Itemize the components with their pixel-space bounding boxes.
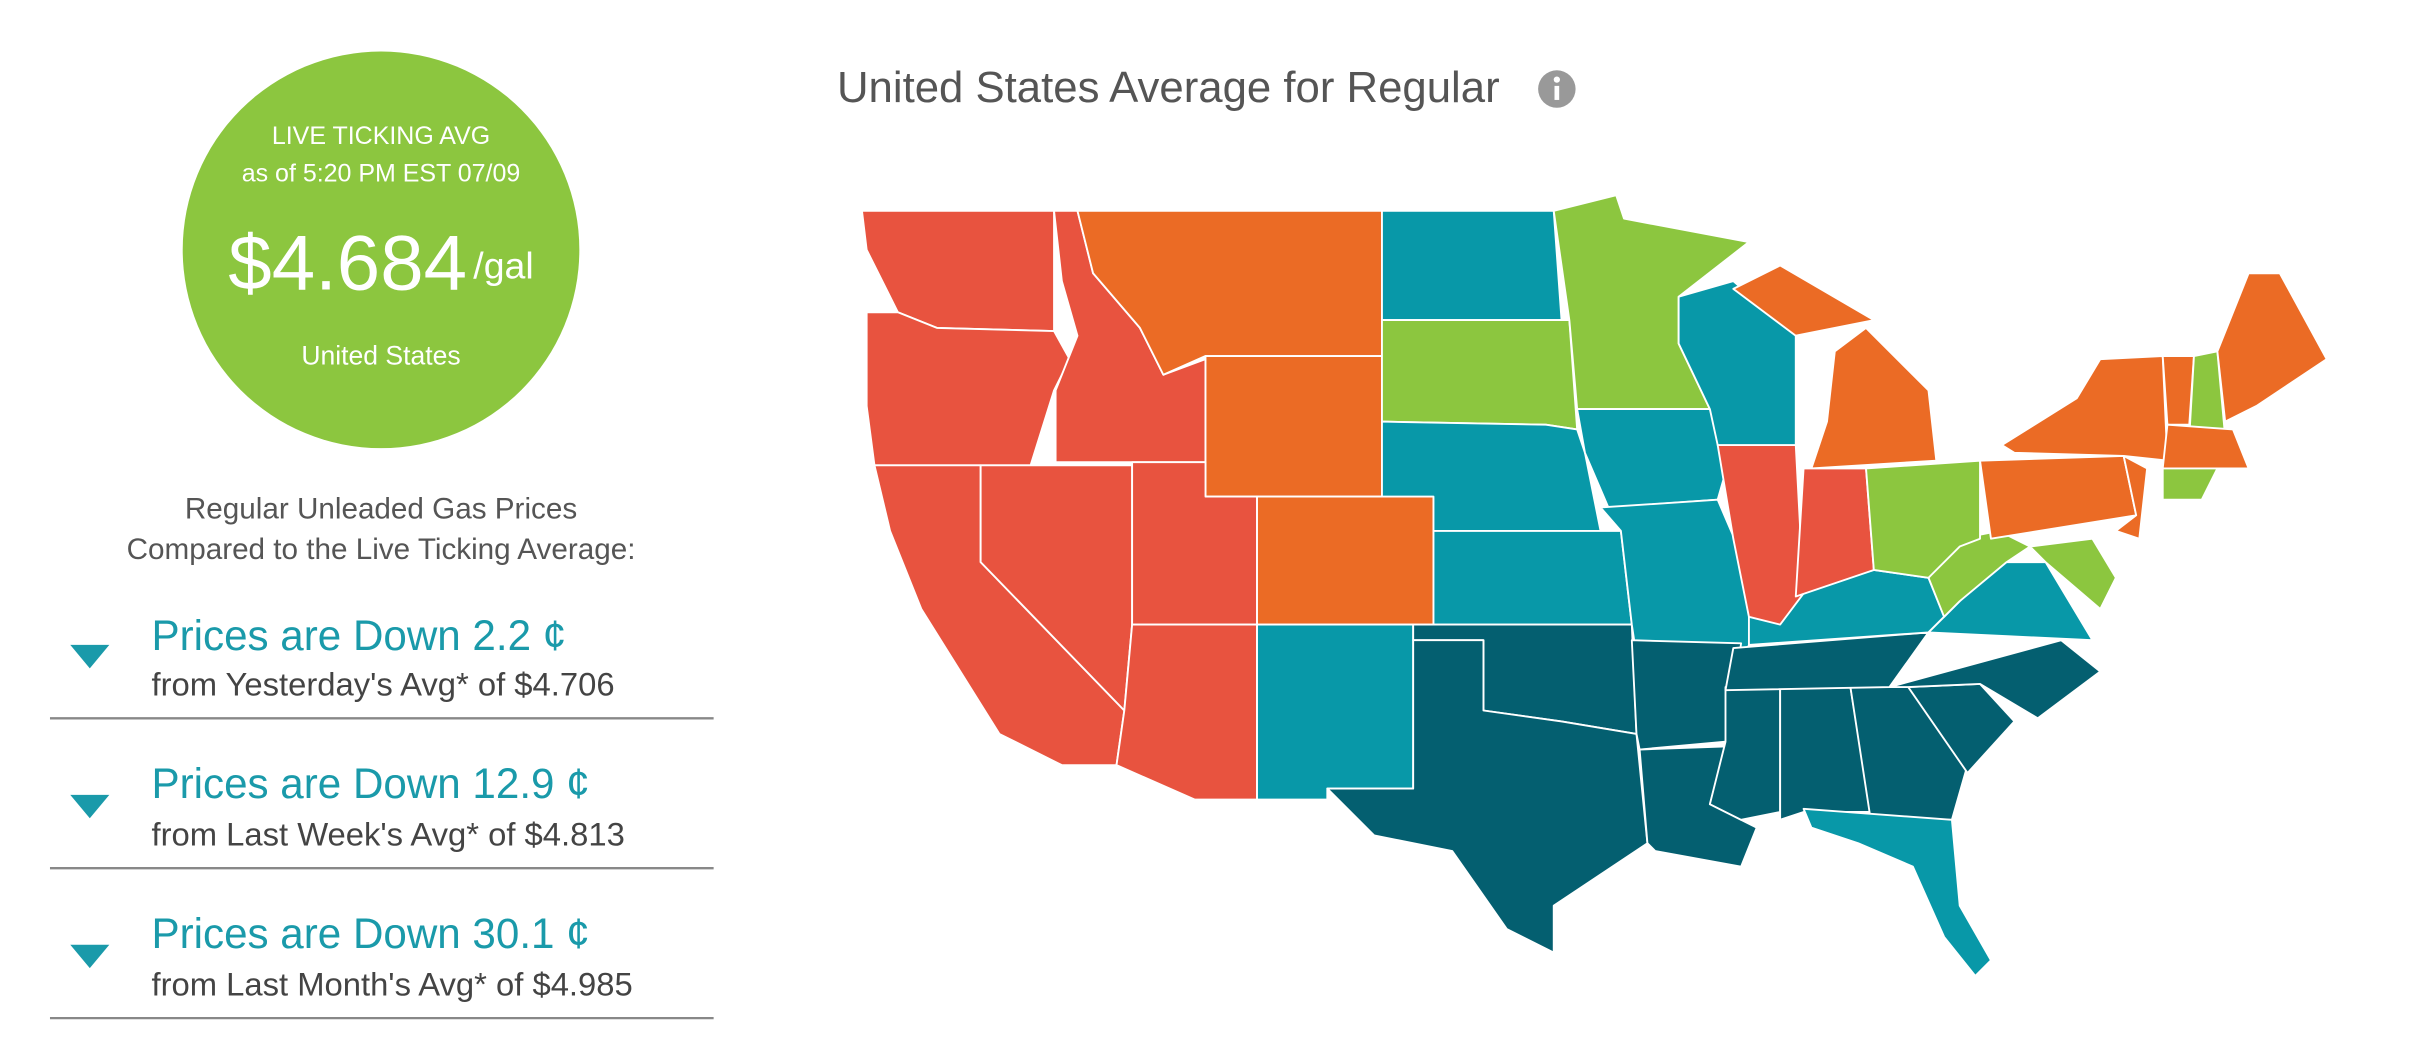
down-arrow: [70, 644, 110, 669]
state[interactable]: [1326, 639, 1649, 954]
state[interactable]: [1802, 807, 1992, 977]
state[interactable]: [1630, 639, 1743, 751]
state[interactable]: [1256, 623, 1415, 801]
map-title: United States Average for Regular: [837, 63, 1500, 112]
state[interactable]: [1576, 408, 1735, 509]
state[interactable]: [1381, 319, 1579, 431]
state[interactable]: [1115, 623, 1258, 801]
price-line: $4.684/gal: [228, 218, 533, 306]
state[interactable]: [2000, 355, 2169, 462]
down-arrow: [70, 944, 110, 969]
info-icon[interactable]: [1538, 70, 1576, 108]
unit: /gal: [473, 244, 533, 286]
state[interactable]: [2114, 455, 2149, 540]
state[interactable]: [1381, 209, 1563, 322]
price: $4.684: [228, 218, 467, 306]
headline: Prices are Down 2.2 ¢: [151, 612, 566, 659]
headline: Prices are Down 30.1 ¢: [151, 910, 589, 957]
region: United States: [301, 341, 460, 371]
state[interactable]: [1432, 529, 1633, 626]
state[interactable]: [1732, 264, 1875, 337]
headline: Prices are Down 12.9 ¢: [151, 760, 589, 807]
detail: from Last Month's Avg* of $4.985: [151, 966, 632, 1003]
state[interactable]: [1256, 495, 1435, 626]
state[interactable]: [1204, 355, 1383, 498]
state[interactable]: [2161, 355, 2195, 426]
comparison-item: Prices are Down 30.1 ¢ from Last Month's…: [49, 910, 714, 1020]
state[interactable]: [1979, 455, 2138, 540]
state[interactable]: [2161, 423, 2250, 470]
state[interactable]: [1927, 561, 2094, 642]
price-circle: [182, 51, 580, 449]
down-arrow: [70, 794, 110, 819]
detail: from Last Week's Avg* of $4.813: [151, 816, 624, 853]
circle-heading: LIVE TICKING AVG: [272, 122, 490, 150]
state[interactable]: [1810, 326, 1938, 470]
state[interactable]: [2216, 272, 2328, 423]
state[interactable]: [1888, 639, 2102, 720]
us-map: [861, 194, 2328, 977]
state[interactable]: [2029, 537, 2117, 610]
comparison-heading: Compared to the Live Ticking Average:: [127, 533, 636, 566]
timestamp: as of 5:20 PM EST 07/09: [242, 159, 521, 187]
comparison-item: Prices are Down 2.2 ¢ from Yesterday's A…: [49, 612, 714, 720]
detail: from Yesterday's Avg* of $4.706: [151, 666, 614, 703]
state[interactable]: [865, 311, 1071, 467]
state[interactable]: [2161, 467, 2219, 501]
comparison-item: Prices are Down 12.9 ¢ from Last Week's …: [49, 760, 714, 870]
comparison-heading: Regular Unleaded Gas Prices: [185, 492, 577, 525]
